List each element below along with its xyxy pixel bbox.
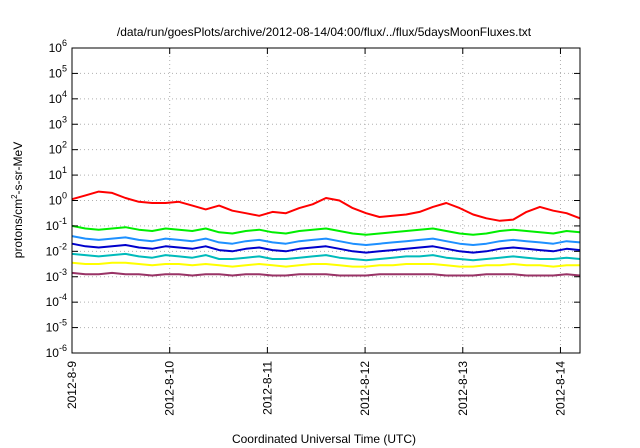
y-tick-label: 10-5 <box>46 318 67 335</box>
series-group <box>71 190 581 277</box>
y-tick-label: 106 <box>49 38 67 55</box>
x-axis-label: Coordinated Universal Time (UTC) <box>232 432 416 446</box>
series-line-2 <box>71 235 581 246</box>
series-line-1 <box>71 224 581 236</box>
y-tick-label: 100 <box>49 191 67 208</box>
x-tick-label: 2012-8-13 <box>456 361 470 416</box>
y-axis-ticks: 10-6 10-5 10-4 10-3 10-2 10-1 100 101 102 103 104 1… <box>46 38 580 360</box>
x-tick-label: 2012-8-9 <box>65 361 79 409</box>
chart-title: /data/run/goesPlots/archive/2012-08-14/0… <box>117 25 532 39</box>
y-axis-label-sup: 2 <box>10 194 19 199</box>
series-line-0 <box>71 190 581 222</box>
x-tick-label: 2012-8-10 <box>163 361 177 416</box>
series-line-4 <box>71 252 581 262</box>
y-axis-label-pre: protons/cm <box>11 199 25 258</box>
y-axis-label: protons/cm2-s-sr-MeV <box>10 142 25 258</box>
y-tick-label: 103 <box>49 114 67 131</box>
y-tick-label: 10-3 <box>46 267 67 284</box>
y-tick-label: 102 <box>49 140 67 157</box>
x-tick-label: 2012-8-11 <box>260 361 274 415</box>
y-tick-label: 105 <box>49 63 67 80</box>
y-tick-label: 10-6 <box>46 343 67 360</box>
series-line-6 <box>71 271 581 277</box>
y-tick-label: 101 <box>49 165 67 182</box>
y-tick-label: 104 <box>49 89 67 106</box>
x-tick-label: 2012-8-14 <box>553 361 567 416</box>
y-axis-label-post: -s-sr-MeV <box>11 142 25 195</box>
x-axis-ticks: 2012-8-9 2012-8-10 2012-8-11 2012-8-12 2012-… <box>65 48 567 416</box>
y-tick-label: 10-2 <box>46 241 67 258</box>
y-tick-label: 10-4 <box>46 292 67 309</box>
x-tick-label: 2012-8-12 <box>358 361 372 416</box>
series-line-5 <box>71 261 580 268</box>
y-tick-label: 10-1 <box>46 216 67 233</box>
grid-lines <box>72 48 580 353</box>
series-line-3 <box>71 242 581 254</box>
